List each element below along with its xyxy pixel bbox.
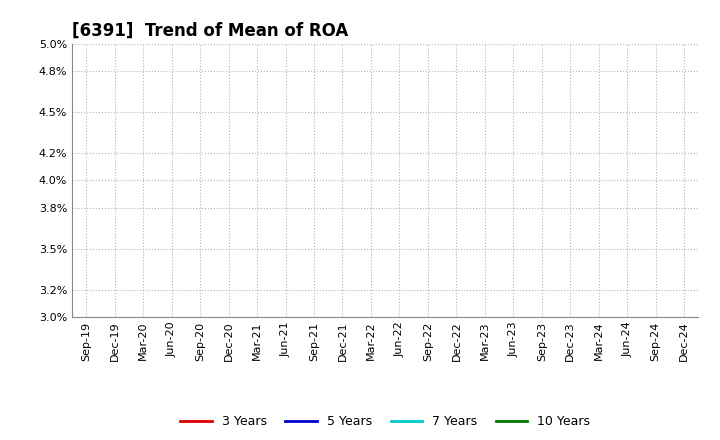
Legend: 3 Years, 5 Years, 7 Years, 10 Years: 3 Years, 5 Years, 7 Years, 10 Years <box>176 411 595 433</box>
Text: [6391]  Trend of Mean of ROA: [6391] Trend of Mean of ROA <box>72 22 348 40</box>
